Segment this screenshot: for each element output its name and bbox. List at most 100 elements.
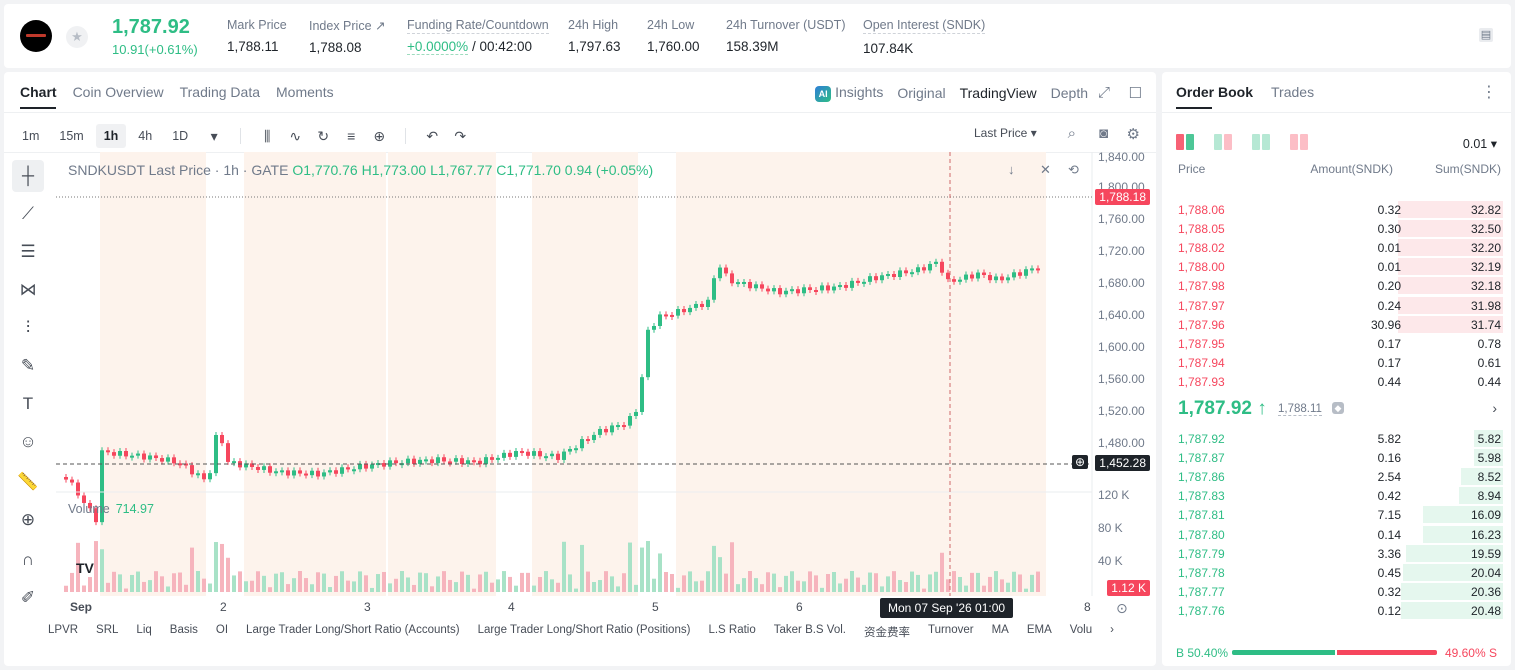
replay-icon[interactable]: ↻ xyxy=(317,127,330,144)
expand-icon[interactable]: ⤢ xyxy=(1097,84,1110,101)
bid-row[interactable]: 1,787.80 0.14 16.23 xyxy=(1162,525,1511,544)
scroll-down-icon[interactable]: ↓ xyxy=(1008,162,1015,177)
ask-row[interactable]: 1,788.06 0.32 32.82 xyxy=(1162,200,1511,219)
crosshair-tool-icon[interactable]: ┼ xyxy=(12,160,44,192)
tab-moments[interactable]: Moments xyxy=(276,84,334,100)
favorite-star-icon[interactable]: ★ xyxy=(66,26,88,48)
bid-row[interactable]: 1,787.87 0.16 5.98 xyxy=(1162,448,1511,467)
bid-sum: 19.59 xyxy=(1470,546,1501,561)
indicator-item[interactable]: Large Trader Long/Short Ratio (Accounts) xyxy=(246,624,460,636)
bid-row[interactable]: 1,787.77 0.32 20.36 xyxy=(1162,582,1511,601)
brush-tool-icon[interactable]: ✎ xyxy=(20,356,36,375)
tab-trading-data[interactable]: Trading Data xyxy=(179,84,261,100)
settings-gear-icon[interactable]: ⚙ xyxy=(1126,126,1140,143)
indicator-item[interactable]: Taker B.S Vol. xyxy=(773,624,846,636)
volume-bar xyxy=(262,575,266,592)
price-source-select[interactable]: Last Price ▾ xyxy=(974,126,1037,140)
indicator-item[interactable]: Liq xyxy=(136,624,152,636)
trendline-tool-icon[interactable]: ⟋ xyxy=(22,204,34,223)
pattern-tool-icon[interactable]: ⋈ xyxy=(19,280,37,299)
ask-row[interactable]: 1,787.95 0.17 0.78 xyxy=(1162,334,1511,353)
fullscreen-icon[interactable]: ☐ xyxy=(1128,85,1142,102)
view-depth[interactable]: Depth xyxy=(1050,85,1088,101)
indicator-item[interactable]: MA xyxy=(991,624,1009,636)
ask-row[interactable]: 1,787.97 0.24 31.98 xyxy=(1162,296,1511,315)
ask-row[interactable]: 1,788.02 0.01 32.20 xyxy=(1162,238,1511,257)
layout-asks-icon[interactable] xyxy=(1290,134,1308,150)
indicator-next-icon[interactable]: › xyxy=(1110,624,1114,636)
tab-coin-overview[interactable]: Coin Overview xyxy=(72,84,164,100)
depth-bar xyxy=(1474,430,1503,447)
tab-underline xyxy=(20,107,56,109)
interval-1d[interactable]: 1D xyxy=(172,129,189,143)
layout-both-icon[interactable] xyxy=(1176,134,1194,150)
ask-row[interactable]: 1,787.93 0.44 0.44 xyxy=(1162,372,1511,391)
bid-row[interactable]: 1,787.92 5.82 5.82 xyxy=(1162,429,1511,448)
chevron-right-icon[interactable]: › xyxy=(1492,400,1497,416)
insights-button[interactable]: AI Insights xyxy=(815,84,883,102)
interval-4h[interactable]: 4h xyxy=(138,129,153,143)
interval-dropdown-icon[interactable]: ▾ xyxy=(210,127,218,144)
undo-icon[interactable]: ↶ xyxy=(426,127,439,144)
view-original[interactable]: Original xyxy=(897,85,946,101)
book-icon[interactable]: ▤ xyxy=(1479,28,1493,42)
layout-bids-icon[interactable] xyxy=(1252,134,1270,150)
bid-row[interactable]: 1,787.83 0.42 8.94 xyxy=(1162,486,1511,505)
indicator-item[interactable]: SRL xyxy=(96,624,119,636)
pencil-icon[interactable]: ✐ xyxy=(20,588,36,607)
precision-select[interactable]: 0.01 ▾ xyxy=(1462,137,1497,151)
volume-bar xyxy=(106,582,110,592)
search-icon[interactable]: ⌕ xyxy=(1067,125,1076,142)
x-tick: 4 xyxy=(508,600,515,614)
indicator-item[interactable]: LPVR xyxy=(48,624,79,636)
bid-row[interactable]: 1,787.76 0.12 20.48 xyxy=(1162,601,1511,620)
collapse-icon[interactable]: ✕ xyxy=(1040,162,1051,177)
indicator-item[interactable]: Volu xyxy=(1069,624,1093,636)
bid-row[interactable]: 1,787.86 2.54 8.52 xyxy=(1162,467,1511,486)
bid-row[interactable]: 1,787.81 7.15 16.09 xyxy=(1162,505,1511,524)
price-chart[interactable] xyxy=(56,152,1152,596)
tab-chart[interactable]: Chart xyxy=(20,84,57,100)
text-tool-icon[interactable]: T xyxy=(22,394,34,413)
emoji-tool-icon[interactable]: ☺ xyxy=(19,432,37,451)
horizontal-lines-tool-icon[interactable]: ☰ xyxy=(20,242,36,261)
more-options-icon[interactable]: ⋮ xyxy=(1481,84,1497,101)
add-alert-icon[interactable]: ⊕ xyxy=(1072,455,1089,469)
interval-15m[interactable]: 15m xyxy=(59,129,84,143)
indicator-item[interactable]: 资金费率 xyxy=(863,627,910,639)
fib-tool-icon[interactable]: ⫶ xyxy=(25,318,31,337)
redo-icon[interactable]: ↷ xyxy=(454,127,467,144)
indicator-item[interactable]: Large Trader Long/Short Ratio (Positions… xyxy=(477,624,691,636)
indicator-item[interactable]: Turnover xyxy=(927,624,974,636)
layout-mixed-icon[interactable] xyxy=(1214,134,1232,150)
stat-index-price[interactable]: Index Price ↗ 1,788.08 xyxy=(309,19,386,55)
zoom-in-icon[interactable]: ⊕ xyxy=(20,510,36,529)
interval-1m[interactable]: 1m xyxy=(22,129,40,143)
candle xyxy=(190,465,194,475)
refresh-icon[interactable]: ⟲ xyxy=(1068,162,1079,177)
bid-row[interactable]: 1,787.78 0.45 20.04 xyxy=(1162,563,1511,582)
view-tradingview[interactable]: TradingView xyxy=(959,85,1037,101)
ruler-tool-icon[interactable]: 📏 xyxy=(17,472,39,491)
bid-row[interactable]: 1,787.79 3.36 19.59 xyxy=(1162,544,1511,563)
candle xyxy=(304,473,308,476)
indicator-item[interactable]: EMA xyxy=(1026,624,1052,636)
add-indicator-icon[interactable]: ⊕ xyxy=(373,127,386,144)
axis-settings-icon[interactable]: ⊙ xyxy=(1116,600,1128,616)
ask-row[interactable]: 1,787.98 0.20 32.18 xyxy=(1162,276,1511,295)
templates-icon[interactable]: ≡ xyxy=(347,128,356,144)
magnet-icon[interactable]: ∩ xyxy=(21,550,35,569)
indicator-item[interactable]: OI xyxy=(215,624,229,636)
ask-row[interactable]: 1,787.94 0.17 0.61 xyxy=(1162,353,1511,372)
tab-trades[interactable]: Trades xyxy=(1271,84,1315,100)
indicator-item[interactable]: Basis xyxy=(169,624,198,636)
ask-row[interactable]: 1,788.00 0.01 32.19 xyxy=(1162,257,1511,276)
indicators-icon[interactable]: ∿ xyxy=(289,127,302,144)
camera-icon[interactable]: ◙ xyxy=(1098,125,1108,142)
indicator-item[interactable]: L.S Ratio xyxy=(708,624,756,636)
ask-row[interactable]: 1,788.05 0.30 32.50 xyxy=(1162,219,1511,238)
interval-1h[interactable]: 1h xyxy=(95,124,127,148)
ask-row[interactable]: 1,787.96 30.96 31.74 xyxy=(1162,315,1511,334)
tab-order-book[interactable]: Order Book xyxy=(1176,84,1254,100)
candle-type-icon[interactable]: ⫼ xyxy=(263,127,271,144)
